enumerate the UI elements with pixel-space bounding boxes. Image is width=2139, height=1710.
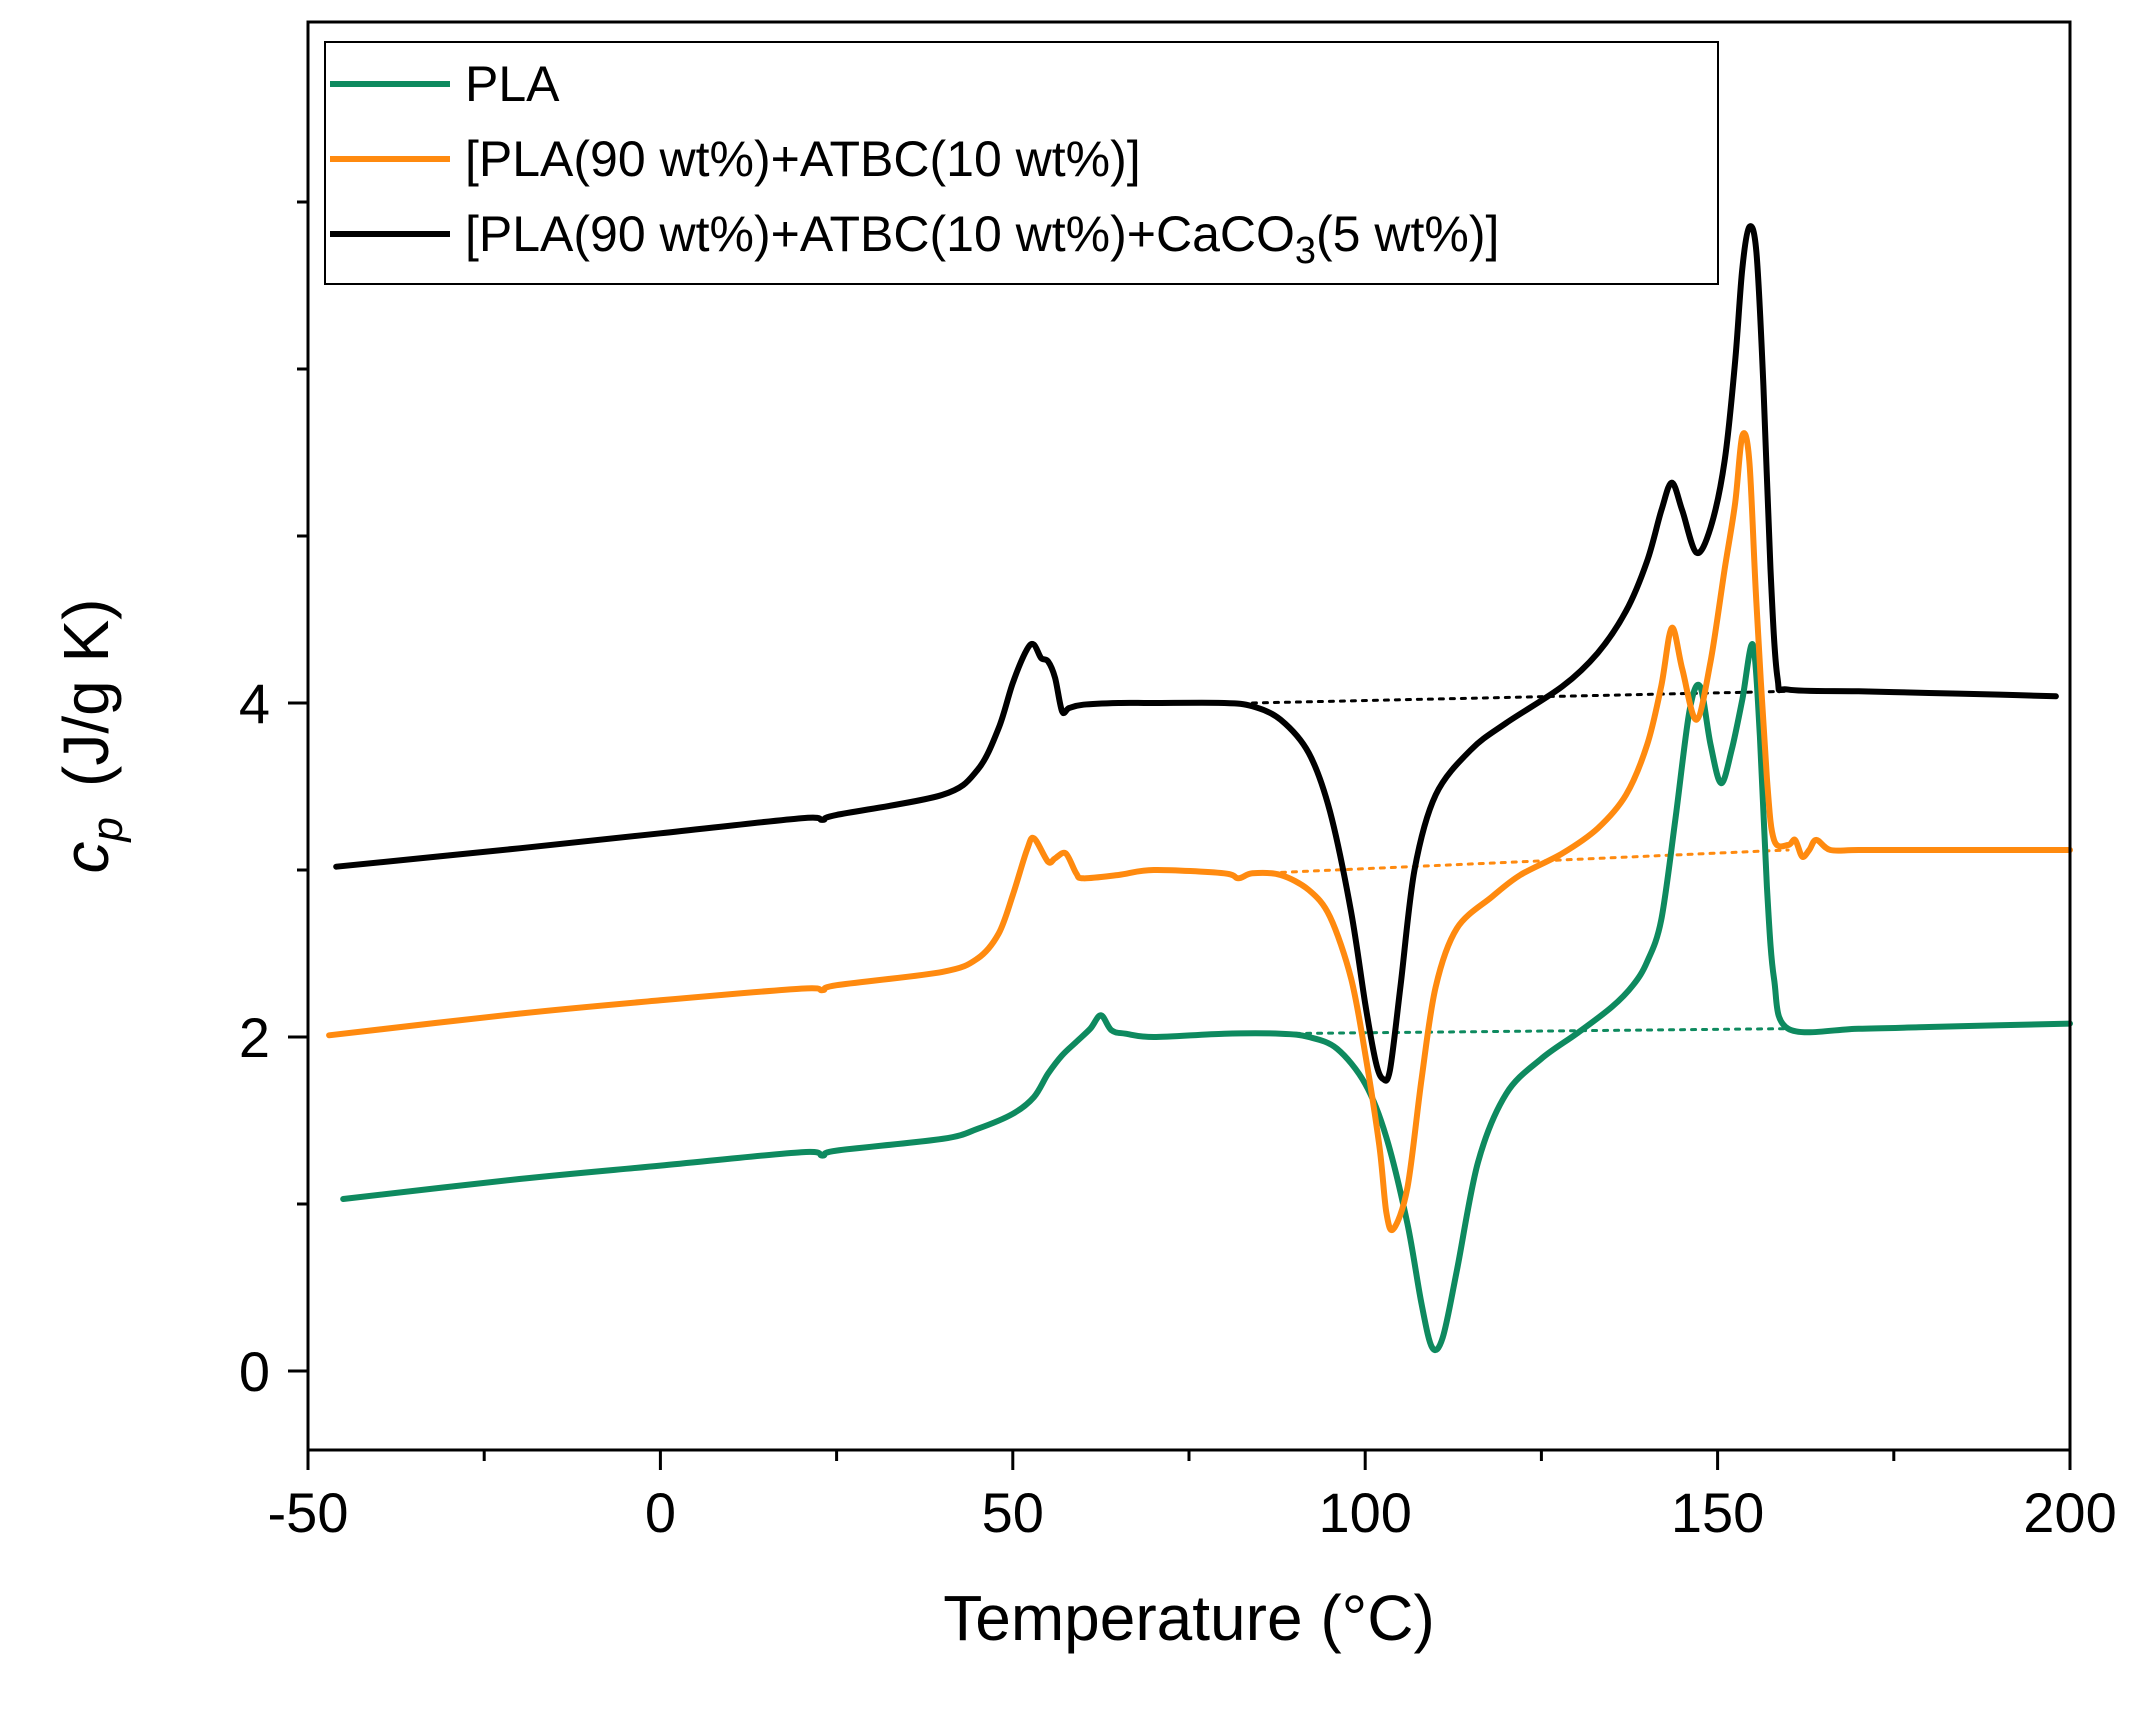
- x-tick-label: -50: [268, 1481, 349, 1544]
- baselines-layer: [1250, 689, 1790, 1036]
- series-line-pla-90-wt-atbc-10-wt-caco3-5-wt: [333, 223, 2059, 1084]
- baseline-pla-atbc-caco3-baseline: [1250, 689, 1790, 705]
- series-line-pla: [340, 641, 2073, 1354]
- y-axis-units: (J/g K): [50, 599, 122, 787]
- x-tick-label: 0: [645, 1481, 676, 1544]
- legend-label-caco3-suffix: (5 wt%)]: [1316, 206, 1499, 262]
- x-axis-title: Temperature (°C): [943, 1582, 1435, 1654]
- legend-label-caco3-main: [PLA(90 wt%)+ATBC(10 wt%)+CaCO: [465, 206, 1295, 262]
- x-tick-label: 50: [982, 1481, 1044, 1544]
- svg-text:cp(J/g K): cp (J/g K): [50, 599, 132, 874]
- y-axis-subscript: p: [83, 817, 132, 843]
- baseline-pla-baseline: [1272, 1027, 1790, 1036]
- legend-box: [324, 41, 1719, 285]
- x-tick-label: 100: [1318, 1481, 1411, 1544]
- baseline-pla-atbc-baseline: [1257, 848, 1790, 875]
- y-tick-label: 2: [239, 1006, 270, 1069]
- series-layer: [326, 223, 2073, 1354]
- x-ticks-layer: -50 0 50 100 150 200: [268, 1450, 2117, 1544]
- series-line-pla-90-wt-atbc-10-wt: [326, 430, 2073, 1234]
- x-tick-label: 150: [1671, 1481, 1764, 1544]
- legend-label-pla-atbc: [PLA(90 wt%)+ATBC(10 wt%)]: [465, 131, 1141, 187]
- y-tick-label: 0: [239, 1340, 270, 1403]
- legend: PLA [PLA(90 wt%)+ATBC(10 wt%)] [PLA(90 w…: [324, 41, 1719, 285]
- legend-label-caco3-subscript: 3: [1295, 230, 1316, 272]
- legend-label-pla-atbc-caco3: [PLA(90 wt%)+ATBC(10 wt%)+CaCO3(5 wt%)]: [465, 206, 1499, 272]
- x-tick-label: 200: [2023, 1481, 2116, 1544]
- legend-label-pla: PLA: [465, 56, 560, 112]
- y-tick-label: 4: [239, 672, 270, 735]
- y-ticks-layer: 0 2 4: [239, 200, 308, 1403]
- y-axis-symbol: c: [50, 841, 122, 873]
- y-axis-title: cp (J/g K): [50, 599, 132, 874]
